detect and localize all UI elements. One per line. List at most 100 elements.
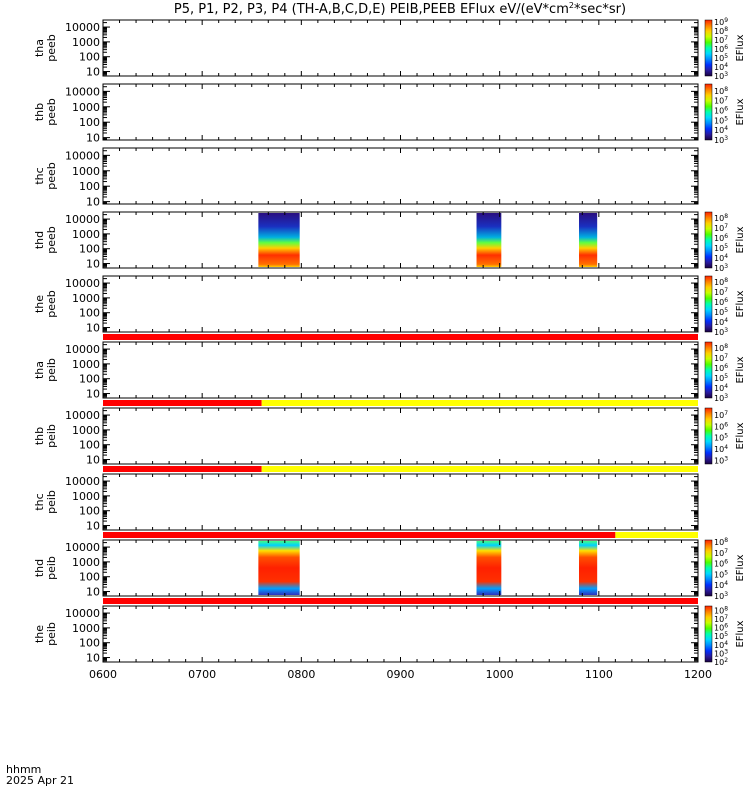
colorbar-tick-label: 108 — [714, 86, 728, 96]
spectrogram-block — [258, 541, 300, 595]
colorbar-tick-label: 105 — [714, 433, 728, 443]
y-tick-label: 10000 — [65, 213, 100, 226]
colorbar-tick-label: 107 — [714, 35, 728, 45]
status-bar-segment — [615, 532, 698, 538]
colorbar-tick-label: 103 — [714, 263, 728, 273]
panel-frame — [102, 211, 699, 269]
colorbar-tick-label: 107 — [714, 614, 728, 624]
panel-ylabel: thapeib — [33, 358, 58, 382]
colorbar — [704, 19, 713, 77]
colorbar-tick-label: 106 — [714, 421, 728, 431]
spectrogram-block — [476, 213, 502, 267]
y-tick-label: 1000 — [72, 292, 100, 305]
y-tick-label: 10 — [86, 196, 100, 209]
status-bar-segment — [103, 400, 262, 406]
panel-frame — [102, 407, 699, 465]
colorbar-tick-label: 104 — [714, 383, 728, 393]
panel-frame — [102, 19, 699, 77]
colorbar-tick-label: 103 — [714, 456, 728, 466]
colorbar-tick-label: 108 — [714, 213, 728, 223]
y-tick-label: 1000 — [72, 424, 100, 437]
y-tick-label: 10000 — [65, 85, 100, 98]
status-bar-segment — [103, 466, 262, 472]
y-tick-label: 100 — [79, 505, 100, 518]
panel-frame — [102, 83, 699, 141]
colorbar — [704, 605, 713, 663]
panel-frame — [102, 605, 699, 663]
panel-tha-peeb: 10 100 1000 10000 thapeeb 1031041051061071081… — [33, 17, 746, 81]
y-tick-label: 1000 — [72, 556, 100, 569]
x-tick-label: 1200 — [684, 668, 712, 681]
y-tick-label: 10 — [86, 258, 100, 271]
status-bar-segment — [103, 532, 616, 538]
colorbar — [704, 539, 713, 597]
colorbar-unit: EFlux — [735, 620, 746, 647]
panel-frame — [102, 341, 699, 399]
x-tick-label: 0800 — [287, 668, 315, 681]
colorbar-tick-label: 108 — [714, 343, 728, 353]
colorbar — [704, 275, 713, 333]
y-tick-label: 100 — [79, 51, 100, 64]
status-bar-segment — [261, 400, 698, 406]
colorbar-tick-label: 108 — [714, 605, 728, 615]
y-tick-label: 100 — [79, 637, 100, 650]
colorbar-tick-label: 105 — [714, 631, 728, 641]
panel-ylabel: thbpeib — [33, 424, 58, 448]
colorbar-unit: EFlux — [735, 290, 746, 317]
colorbar-tick-label: 104 — [714, 640, 728, 650]
colorbar-tick-label: 103 — [714, 71, 728, 81]
colorbar-unit: EFlux — [735, 98, 746, 125]
colorbar-tick-label: 104 — [714, 444, 728, 454]
colorbar — [704, 341, 713, 399]
colorbar-tick-label: 106 — [714, 233, 728, 243]
x-tick-label: 0600 — [89, 668, 117, 681]
panel-ylabel: thepeeb — [33, 290, 58, 318]
panel-ylabel: thcpeeb — [33, 162, 58, 190]
colorbar-tick-label: 103 — [714, 327, 728, 337]
colorbar-tick-label: 107 — [714, 223, 728, 233]
colorbar-unit: EFlux — [735, 356, 746, 383]
colorbar-tick-label: 103 — [714, 393, 728, 403]
colorbar-tick-label: 109 — [714, 17, 728, 27]
y-tick-label: 100 — [79, 571, 100, 584]
colorbar-tick-label: 107 — [714, 410, 728, 420]
colorbar-tick-label: 104 — [714, 125, 728, 135]
colorbar-tick-label: 102 — [714, 657, 728, 667]
y-tick-label: 10 — [86, 66, 100, 79]
panel-thc-peeb: 10 100 1000 10000 thcpeeb — [33, 147, 699, 209]
spectrogram-block — [579, 541, 598, 595]
y-tick-label: 10000 — [65, 277, 100, 290]
y-tick-label: 1000 — [72, 490, 100, 503]
y-tick-label: 10 — [86, 586, 100, 599]
colorbar-tick-label: 104 — [714, 580, 728, 590]
colorbar-tick-label: 104 — [714, 317, 728, 327]
colorbar-tick-label: 105 — [714, 115, 728, 125]
colorbar-tick-label: 105 — [714, 307, 728, 317]
time-axis: 0600 0700 0800 0900 1000 1100 1200 — [89, 668, 712, 681]
status-bar-segment — [103, 598, 698, 604]
x-tick-label: 0900 — [387, 668, 415, 681]
y-tick-label: 100 — [79, 116, 100, 129]
y-tick-label: 100 — [79, 373, 100, 386]
colorbar-tick-label: 104 — [714, 62, 728, 72]
plot-title: P5, P1, P2, P3, P4 (TH-A,B,C,D,E) PEIB,P… — [174, 1, 626, 17]
panel-thc-peib: 10 100 1000 10000 thcpeib — [33, 473, 699, 538]
y-tick-label: 10 — [86, 322, 100, 335]
y-tick-label: 10000 — [65, 149, 100, 162]
colorbar-unit: EFlux — [735, 554, 746, 581]
spectrogram-block — [258, 213, 300, 267]
colorbar-tick-label: 106 — [714, 297, 728, 307]
y-tick-label: 100 — [79, 243, 100, 256]
panel-frame — [102, 275, 699, 333]
colorbar-tick-label: 105 — [714, 53, 728, 63]
colorbar — [704, 407, 713, 465]
y-tick-label: 10 — [86, 132, 100, 145]
panel-frame — [102, 473, 699, 531]
colorbar-tick-label: 108 — [714, 537, 728, 547]
y-tick-label: 10 — [86, 520, 100, 533]
